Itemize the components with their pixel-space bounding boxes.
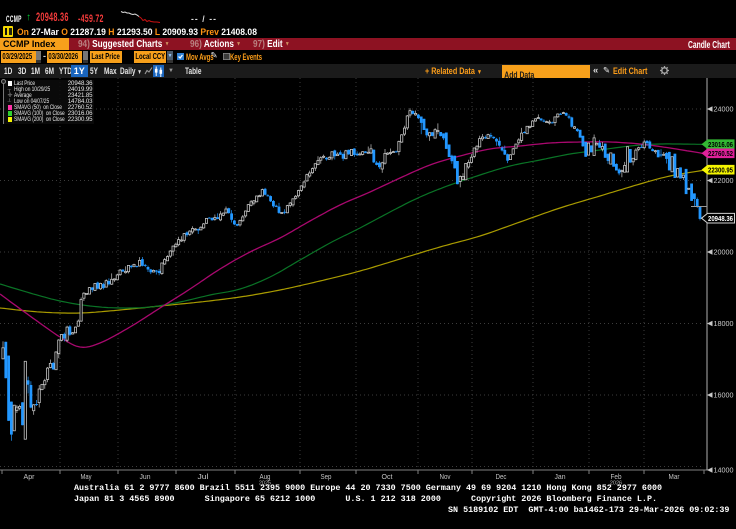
svg-text:Oct: Oct [382, 472, 394, 481]
svg-text:Feb: Feb [611, 472, 622, 481]
svg-text:2025: 2025 [259, 481, 271, 487]
svg-text:Mar: Mar [669, 472, 680, 481]
svg-text:Dec: Dec [496, 472, 507, 481]
svg-text:Nov: Nov [440, 472, 451, 481]
svg-text:May: May [81, 472, 92, 481]
svg-text:Apr: Apr [24, 472, 35, 481]
svg-text:14000: 14000 [714, 466, 734, 475]
svg-text:23016.06: 23016.06 [708, 142, 733, 149]
svg-text:22300.95: 22300.95 [708, 167, 733, 174]
svg-text:22000: 22000 [714, 176, 734, 185]
svg-text:Jan: Jan [555, 472, 566, 481]
svg-text:16000: 16000 [714, 391, 734, 400]
svg-text:22760.52: 22760.52 [708, 151, 733, 158]
svg-text:20000: 20000 [714, 248, 734, 257]
svg-text:24000: 24000 [714, 105, 734, 114]
svg-text:2026: 2026 [610, 481, 622, 487]
svg-text:18000: 18000 [714, 319, 734, 328]
svg-text:Aug: Aug [260, 472, 271, 481]
svg-text:Jun: Jun [140, 472, 151, 481]
svg-text:Jul: Jul [198, 472, 209, 481]
svg-text:Sep: Sep [321, 472, 332, 481]
svg-text:20948.36: 20948.36 [708, 216, 733, 223]
